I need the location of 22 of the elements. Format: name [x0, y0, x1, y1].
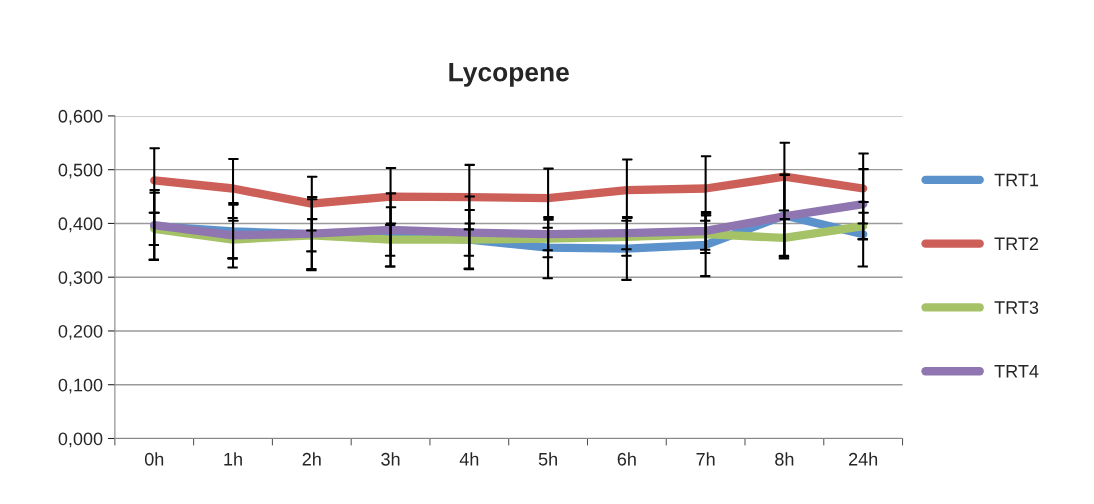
legend-label: TRT4 — [994, 365, 1039, 378]
x-tick-label: 1h — [224, 452, 242, 466]
y-tick-label: 0,600 — [58, 109, 103, 125]
y-tick-label: 0,000 — [58, 432, 103, 448]
y-tick-label: 0,100 — [58, 378, 103, 394]
y-tick-label: 0,300 — [58, 271, 103, 287]
x-tick-label: 24h — [849, 452, 878, 466]
x-tick-label: 5h — [538, 452, 557, 466]
y-tick-label: 0,500 — [58, 163, 103, 179]
x-tick-label: 3h — [381, 452, 400, 466]
x-tick-label: 2h — [302, 452, 321, 466]
legend-label: TRT2 — [994, 237, 1039, 250]
legend-label: TRT3 — [994, 301, 1039, 314]
y-tick-label: 0,200 — [58, 324, 103, 340]
chart-title: Lycopene — [449, 63, 569, 87]
legend-label: TRT1 — [994, 173, 1039, 187]
x-tick-label: 0h — [144, 452, 164, 466]
x-tick-label: 8h — [775, 452, 794, 466]
y-tick-label: 0,400 — [58, 217, 103, 233]
x-tick-label: 6h — [617, 452, 636, 466]
x-tick-label: 4h — [459, 452, 479, 466]
x-tick-label: 7h — [696, 452, 715, 466]
